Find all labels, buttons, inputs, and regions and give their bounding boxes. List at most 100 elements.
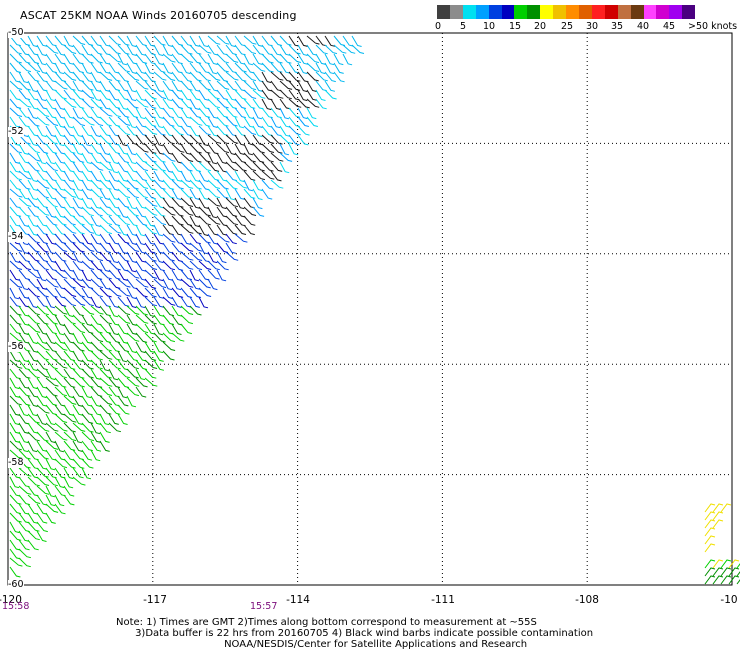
wind-barb — [198, 44, 212, 54]
wind-barb — [54, 89, 67, 100]
wind-barb — [189, 269, 200, 282]
wind-barb — [117, 35, 130, 46]
wind-barb — [81, 125, 93, 137]
wind-barb — [135, 161, 149, 172]
wind-barb — [225, 116, 238, 127]
wind-barb — [261, 143, 275, 153]
lat-label-56: -56 — [8, 341, 24, 352]
wind-barb — [45, 71, 57, 83]
wind-barb — [18, 161, 29, 173]
wind-barb — [54, 467, 66, 479]
wind-barb — [351, 44, 365, 54]
wind-barb — [225, 143, 236, 156]
wind-barb — [27, 233, 40, 244]
wind-barb — [81, 260, 95, 270]
lon-label-120: -120 — [0, 594, 22, 606]
wind-barb — [736, 571, 740, 577]
wind-barb — [126, 71, 140, 81]
lat-label-50: -50 — [8, 27, 24, 38]
wind-barb — [18, 386, 31, 397]
wind-barb — [126, 332, 140, 342]
wind-barb — [153, 197, 165, 209]
wind-barb — [234, 197, 245, 210]
wind-barb — [351, 35, 362, 47]
wind-barb — [63, 197, 75, 209]
wind-barb — [54, 206, 65, 218]
wind-barb — [712, 567, 724, 577]
wind-barb — [252, 89, 266, 99]
wind-barb — [27, 35, 38, 48]
wind-barb — [27, 431, 40, 442]
wind-barb — [81, 53, 94, 64]
wind-barb — [81, 296, 94, 307]
wind-barb — [189, 197, 200, 209]
wind-barb — [18, 377, 29, 389]
wind-barb — [180, 35, 192, 47]
wind-barb — [108, 224, 122, 234]
legend-swatch-12 — [591, 5, 605, 19]
wind-barb — [207, 206, 218, 219]
wind-barb — [297, 44, 308, 56]
wind-barb — [216, 215, 228, 227]
wind-barb — [189, 80, 201, 92]
wind-barb — [153, 179, 166, 190]
wind-barb — [117, 161, 129, 173]
wind-barb — [36, 404, 50, 414]
color-legend — [437, 5, 696, 19]
wind-barb — [207, 44, 219, 56]
wind-barb — [99, 170, 110, 182]
wind-barb — [189, 143, 202, 154]
wind-barb — [225, 107, 238, 118]
wind-barb — [108, 323, 119, 336]
wind-barb — [90, 188, 103, 199]
wind-barb — [333, 44, 347, 54]
wind-barb — [45, 206, 56, 218]
wind-barb — [144, 143, 157, 154]
wind-barb — [243, 98, 256, 109]
wind-barb — [207, 269, 220, 280]
wind-barb — [9, 467, 21, 479]
wind-barb — [207, 179, 221, 189]
wind-barb — [162, 215, 174, 227]
wind-barb — [108, 260, 121, 271]
wind-barb — [63, 332, 75, 344]
wind-barb — [45, 422, 59, 432]
wind-barb — [90, 71, 101, 84]
lat-label-58: -58 — [8, 457, 24, 468]
wind-barb — [90, 359, 103, 370]
wind-barb — [54, 170, 66, 182]
legend-swatch-1 — [449, 5, 463, 19]
wind-barb — [297, 80, 308, 93]
wind-barb — [63, 476, 74, 489]
wind-barb — [144, 233, 155, 245]
wind-barb — [18, 332, 30, 344]
wind-barb — [207, 161, 220, 172]
wind-barb — [9, 116, 21, 128]
legend-swatch-7 — [527, 5, 541, 19]
wind-barb — [36, 323, 48, 335]
wind-barb — [126, 323, 137, 335]
wind-barb — [333, 71, 345, 83]
wind-barb — [9, 413, 20, 426]
wind-barb — [234, 188, 245, 200]
wind-barb — [270, 53, 283, 64]
wind-barb — [9, 89, 21, 101]
wind-barb — [306, 89, 317, 101]
wind-barb — [81, 206, 94, 217]
wind-barb — [306, 35, 320, 45]
wind-barb — [189, 260, 203, 271]
wind-barb — [90, 395, 101, 407]
wind-barb — [9, 539, 21, 551]
wind-barb — [108, 62, 120, 74]
wind-barb — [90, 449, 101, 462]
wind-barb — [90, 386, 103, 397]
wind-barb — [117, 53, 128, 66]
wind-barb — [45, 359, 58, 370]
wind-barb — [81, 62, 92, 75]
wind-barb — [81, 422, 94, 433]
wind-barb — [288, 143, 299, 156]
wind-barb — [135, 296, 146, 309]
wind-barb — [36, 251, 49, 263]
wind-barb — [261, 188, 273, 200]
wind-barb — [189, 179, 202, 190]
